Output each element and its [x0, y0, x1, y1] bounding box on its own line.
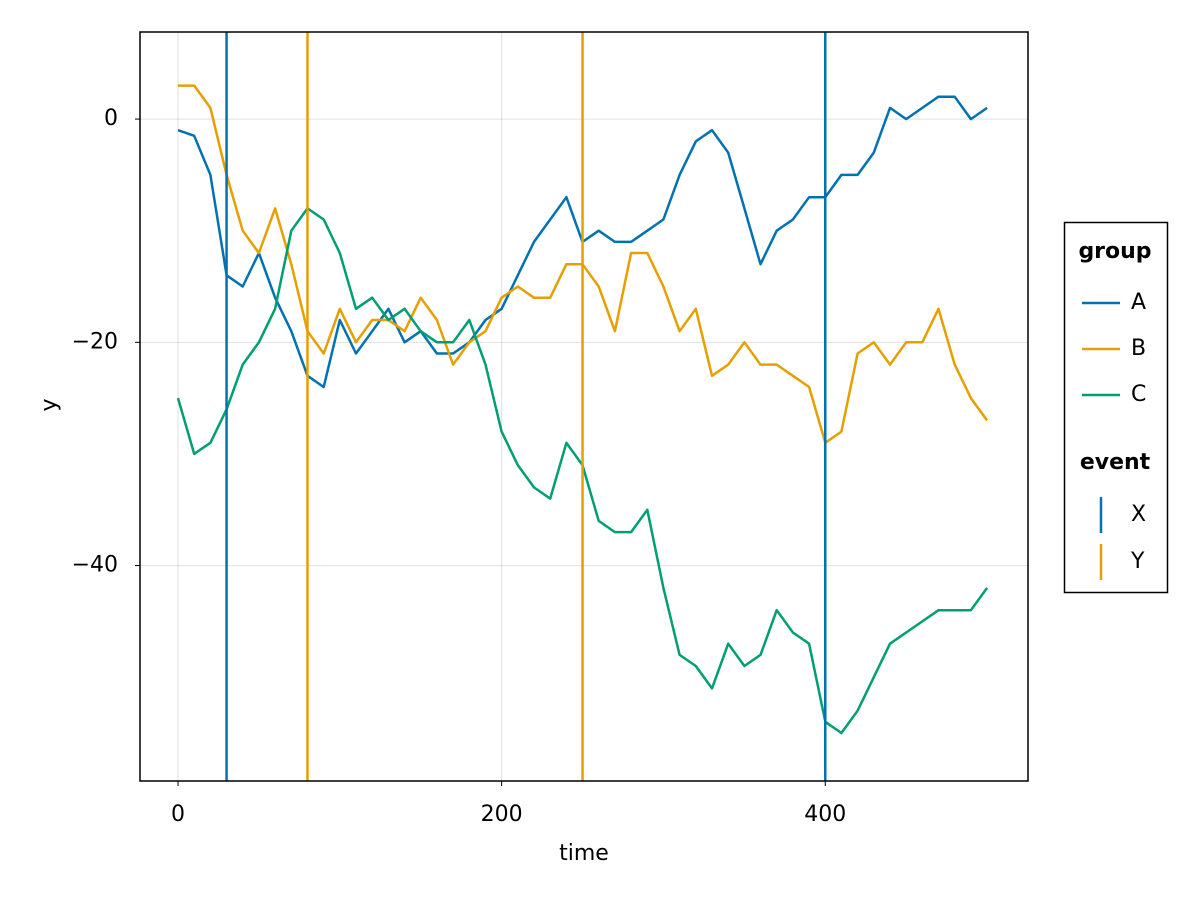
x-tick-label: 0 [171, 802, 185, 827]
legend-box [1063, 221, 1169, 594]
x-tick-label: 200 [481, 802, 523, 827]
x-tick-label: 400 [804, 802, 846, 827]
y-axis-label: y [37, 398, 62, 411]
legend-title: event [1080, 450, 1151, 475]
legend-label: Y [1130, 549, 1145, 574]
x-axis-label: time [559, 841, 609, 866]
plot-frame [139, 31, 1029, 782]
legend-label: X [1131, 502, 1146, 527]
legend-label: A [1131, 290, 1146, 315]
y-tick-label: −40 [72, 553, 118, 578]
y-tick-label: −20 [72, 329, 118, 354]
legend-label: C [1131, 382, 1146, 407]
legend-title: group [1078, 239, 1151, 264]
y-tick-label: 0 [104, 106, 118, 131]
legend-label: B [1131, 336, 1146, 361]
